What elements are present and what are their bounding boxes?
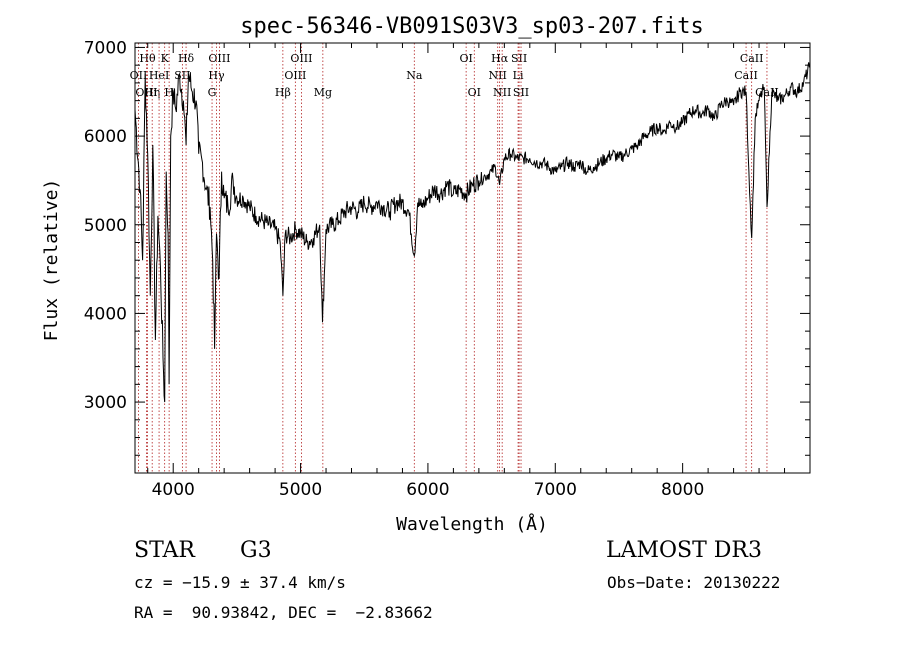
marker-label: OII [130, 69, 148, 82]
marker-label: Hα [491, 52, 509, 65]
y-axis-label: Flux (relative) [41, 179, 62, 342]
obs-date: Obs−Date: 20130222 [607, 573, 781, 592]
object-subclass: G3 [240, 538, 272, 563]
marker-label: NII [489, 69, 507, 82]
marker-label: H [164, 86, 174, 99]
chart-title: spec-56346-VB091S03V3_sp03-207.fits [240, 14, 704, 39]
marker-label: OI [459, 52, 472, 65]
object-class: STAR [134, 538, 195, 563]
y-tick-label: 6000 [84, 127, 127, 147]
y-tick-label: 5000 [84, 216, 127, 236]
y-tick-label: 3000 [84, 393, 127, 413]
axis-ticks: 4000 5000 6000 7000 8000 3000 4000 5000 6000 7000 [84, 38, 810, 500]
x-tick-label: 4000 [152, 480, 195, 500]
marker-label: OIII [284, 69, 306, 82]
marker-label: CaII [734, 69, 758, 82]
marker-label: NII [493, 86, 511, 99]
y-tick-label: 4000 [84, 304, 127, 324]
redshift-readout: cz = −15.9 ± 37.4 km/s [134, 573, 346, 592]
x-tick-label: 8000 [661, 480, 704, 500]
marker-label: Hδ [178, 52, 195, 65]
marker-label: SII [513, 86, 529, 99]
plot-frame [134, 42, 811, 474]
spectrum-series [134, 62, 811, 403]
x-tick-label: 5000 [279, 480, 322, 500]
marker-label: K [161, 52, 170, 65]
marker-label: Mg [314, 86, 332, 99]
marker-label: Hθ [139, 52, 156, 65]
x-tick-label: 7000 [534, 480, 577, 500]
marker-label: Na [406, 69, 423, 82]
x-tick-label: 6000 [406, 480, 449, 500]
survey-name: LAMOST DR3 [606, 538, 762, 563]
coordinates: RA = 90.93842, DEC = −2.83662 [134, 603, 433, 622]
y-tick-label: 7000 [84, 38, 127, 58]
spectrum-line [134, 62, 811, 403]
marker-label: Hβ [275, 86, 291, 99]
x-axis-label: Wavelength (Å) [396, 513, 548, 535]
marker-label: Hη [144, 86, 160, 99]
marker-label: HeI [149, 69, 169, 82]
marker-label: OIII [208, 52, 230, 65]
marker-label: OI [468, 86, 481, 99]
marker-label: OIII [290, 52, 312, 65]
marker-label: SII [511, 52, 527, 65]
marker-label: G [208, 86, 217, 99]
marker-label: Li [513, 69, 524, 82]
marker-label: CaII [740, 52, 764, 65]
marker-label: Hγ [208, 69, 225, 82]
